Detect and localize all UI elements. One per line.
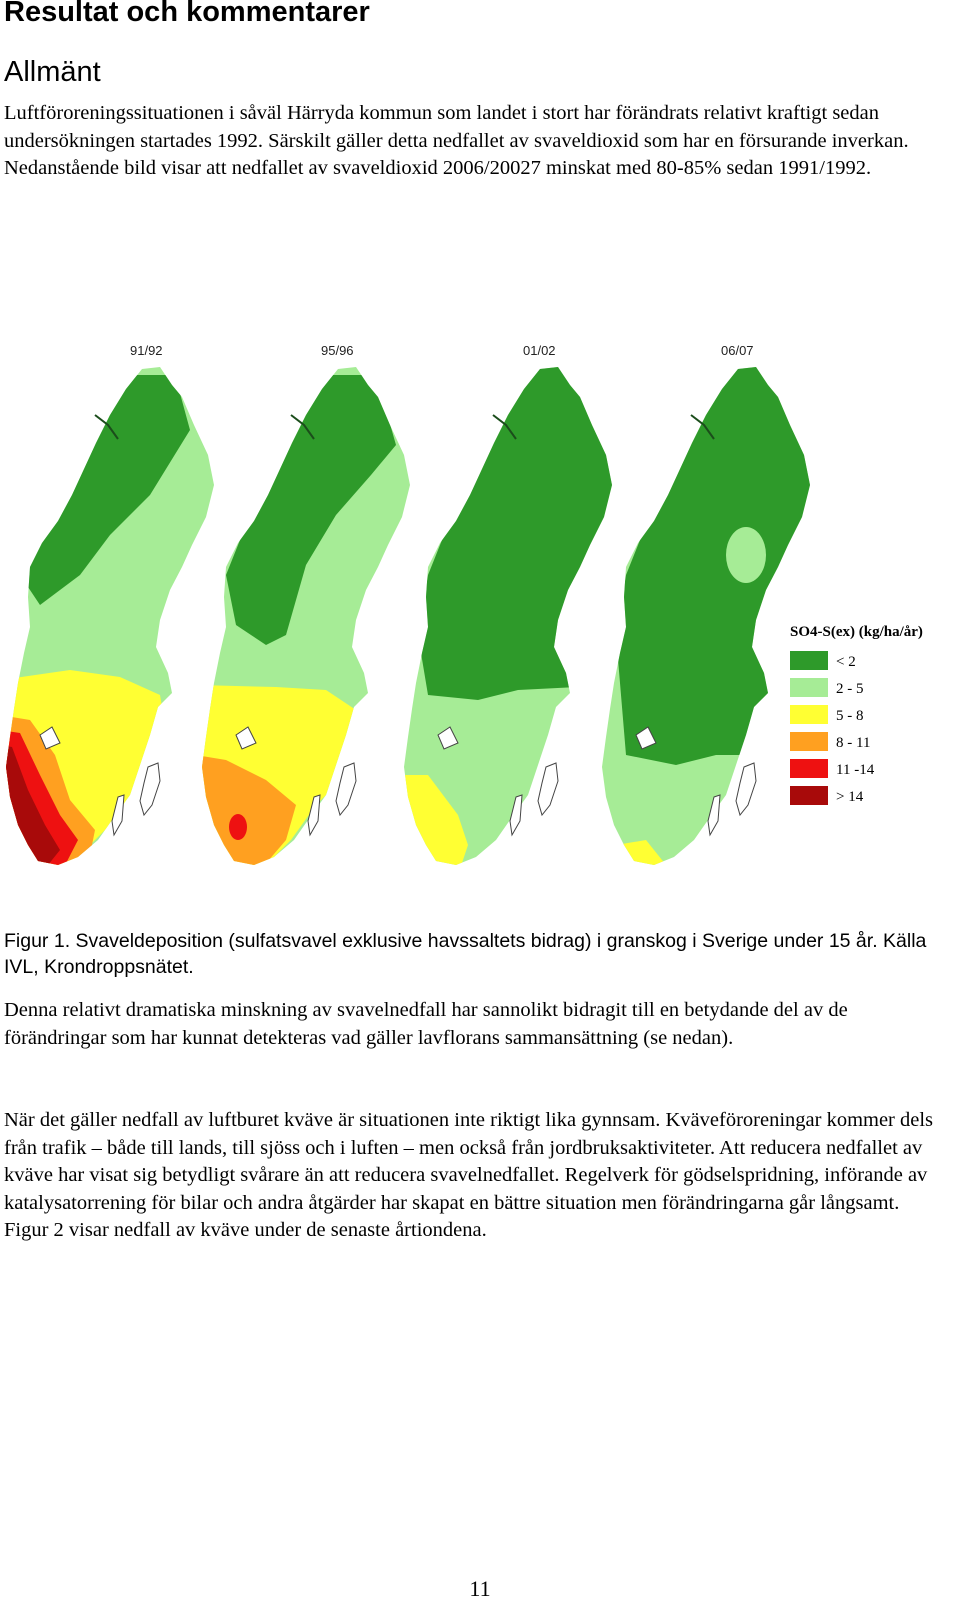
map-2006-2007: 06/07 <box>602 343 810 865</box>
legend-label: 5 - 8 <box>836 708 864 724</box>
legend-label: < 2 <box>836 654 856 670</box>
figure-sulfur-deposition-maps: 91/92 95/96 <box>0 335 960 895</box>
paragraph-nitrogen: När det gäller nedfall av luftburet kväv… <box>4 1109 934 1241</box>
map-1991-1992: 91/92 <box>6 343 214 865</box>
paragraph-discussion: Denna relativt dramatiska minskning av s… <box>4 999 848 1049</box>
map-3-label: 01/02 <box>523 343 556 358</box>
paragraph-intro: Luftföroreningssituationen i såväl Härry… <box>4 102 909 179</box>
legend-label: 2 - 5 <box>836 681 864 697</box>
legend-swatch <box>790 759 828 778</box>
figure-caption: Figur 1. Svaveldeposition (sulfatsvavel … <box>4 930 927 978</box>
map-2001-2002: 01/02 <box>404 343 612 865</box>
legend: SO4-S(ex) (kg/ha/år) < 2 2 - 5 5 - 8 8 - 11… <box>790 624 923 805</box>
map-1-label: 91/92 <box>130 343 163 358</box>
legend-swatch <box>790 732 828 751</box>
legend-swatch <box>790 678 828 697</box>
maps-svg: 91/92 95/96 <box>6 343 923 865</box>
map-4-label: 06/07 <box>721 343 754 358</box>
legend-swatch <box>790 705 828 724</box>
legend-label: > 14 <box>836 789 864 805</box>
map-2-label: 95/96 <box>321 343 354 358</box>
section-heading: Resultat och kommentarer <box>4 0 370 28</box>
map-1995-1996: 95/96 <box>202 343 410 865</box>
legend-swatch <box>790 651 828 670</box>
legend-label: 11 -14 <box>836 762 875 778</box>
subsection-heading: Allmänt <box>4 56 101 88</box>
legend-title: SO4-S(ex) (kg/ha/år) <box>790 624 923 640</box>
legend-swatch <box>790 786 828 805</box>
legend-label: 8 - 11 <box>836 735 870 751</box>
page-number: 11 <box>469 1576 491 1601</box>
